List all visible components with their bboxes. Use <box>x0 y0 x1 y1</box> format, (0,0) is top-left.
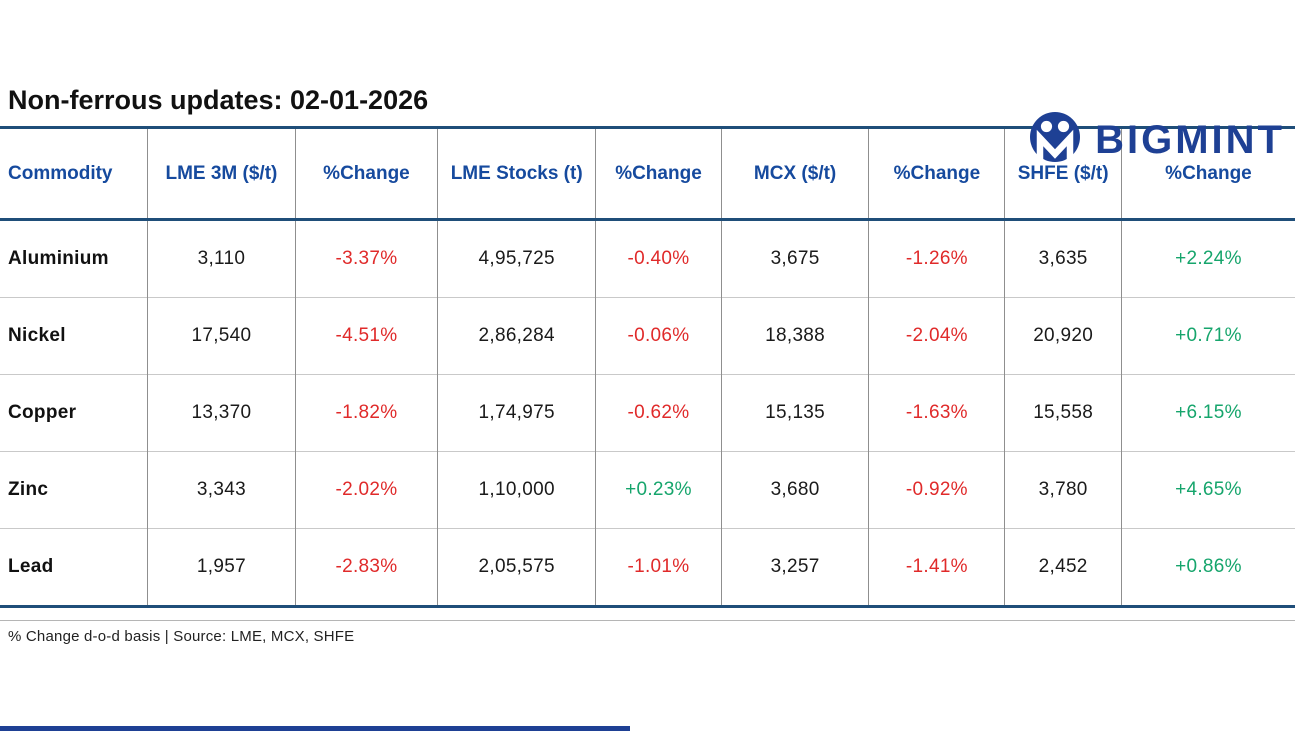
change-cell: -0.06% <box>595 297 722 375</box>
col-header-shfe: SHFE ($/t) <box>1004 127 1122 222</box>
commodity-cell: Lead <box>0 528 149 607</box>
col-header-lme-3m-change: %Change <box>295 127 439 222</box>
source-note: % Change d-o-d basis | Source: LME, MCX,… <box>8 628 355 646</box>
change-cell: +4.65% <box>1175 479 1242 501</box>
change-cell: -3.37% <box>295 219 439 298</box>
value-cell: 3,110 <box>147 219 296 298</box>
commodity-cell: Nickel <box>0 297 149 375</box>
table-row: Lead 1,957 -2.83% 2,05,575 -1.01% 3,257 … <box>0 528 1295 607</box>
change-cell: +0.86% <box>1175 556 1242 578</box>
change-cell: +2.24% <box>1175 248 1242 270</box>
change-cell: -4.51% <box>295 297 439 375</box>
change-cell: -0.92% <box>868 451 1006 529</box>
col-header-shfe-change: %Change <box>1121 127 1295 222</box>
col-header-lme-3m: LME 3M ($/t) <box>147 127 296 222</box>
table-row: Aluminium 3,110 -3.37% 4,95,725 -0.40% 3… <box>0 219 1295 298</box>
change-cell: +6.15% <box>1175 402 1242 424</box>
value-cell: 3,343 <box>147 451 296 529</box>
value-cell: 3,635 <box>1004 219 1122 298</box>
change-cell: -1.41% <box>868 528 1006 607</box>
change-cell: +0.23% <box>595 451 722 529</box>
commodity-price-table: Commodity LME 3M ($/t) %Change LME Stock… <box>0 126 1295 608</box>
value-cell: 15,135 <box>721 374 870 452</box>
table-row: Nickel 17,540 -4.51% 2,86,284 -0.06% 18,… <box>0 297 1295 375</box>
change-cell: -2.83% <box>295 528 439 607</box>
change-cell: +0.71% <box>1175 325 1242 347</box>
col-header-lme-stocks-change: %Change <box>595 127 722 222</box>
commodity-cell: Aluminium <box>0 219 149 298</box>
value-cell: 3,680 <box>721 451 870 529</box>
value-cell: 2,452 <box>1004 528 1122 607</box>
value-cell: 17,540 <box>147 297 296 375</box>
value-cell: 18,388 <box>721 297 870 375</box>
change-cell: -2.02% <box>295 451 439 529</box>
change-cell: -2.04% <box>868 297 1006 375</box>
bigmint-logo-icon <box>1030 112 1081 162</box>
footer-accent-bar <box>0 726 630 731</box>
value-cell: 2,86,284 <box>437 297 597 375</box>
value-cell: 1,74,975 <box>437 374 597 452</box>
col-header-lme-stocks: LME Stocks (t) <box>437 127 597 222</box>
table-header-row: Commodity LME 3M ($/t) %Change LME Stock… <box>0 127 1295 222</box>
change-cell: -1.26% <box>868 219 1006 298</box>
value-cell: 2,05,575 <box>437 528 597 607</box>
change-cell: -1.01% <box>595 528 722 607</box>
value-cell: 4,95,725 <box>437 219 597 298</box>
col-header-commodity: Commodity <box>0 127 149 222</box>
change-cell: -1.63% <box>868 374 1006 452</box>
footnote-divider <box>0 620 1295 622</box>
commodity-cell: Copper <box>0 374 149 452</box>
value-cell: 3,675 <box>721 219 870 298</box>
value-cell: 3,780 <box>1004 451 1122 529</box>
col-header-mcx-change: %Change <box>868 127 1006 222</box>
change-cell: -0.40% <box>595 219 722 298</box>
table-row: Copper 13,370 -1.82% 1,74,975 -0.62% 15,… <box>0 374 1295 452</box>
col-header-mcx: MCX ($/t) <box>721 127 870 222</box>
brand-header: BIGMINT <box>1027 110 1285 170</box>
value-cell: 1,957 <box>147 528 296 607</box>
change-cell: -0.62% <box>595 374 722 452</box>
value-cell: 1,10,000 <box>437 451 597 529</box>
change-cell: -1.82% <box>295 374 439 452</box>
value-cell: 15,558 <box>1004 374 1122 452</box>
table-row: Zinc 3,343 -2.02% 1,10,000 +0.23% 3,680 … <box>0 451 1295 529</box>
value-cell: 13,370 <box>147 374 296 452</box>
page-title: Non-ferrous updates: 02-01-2026 <box>8 85 429 115</box>
value-cell: 3,257 <box>721 528 870 607</box>
brand-name: BIGMINT <box>1095 118 1285 162</box>
value-cell: 20,920 <box>1004 297 1122 375</box>
commodity-cell: Zinc <box>0 451 149 529</box>
